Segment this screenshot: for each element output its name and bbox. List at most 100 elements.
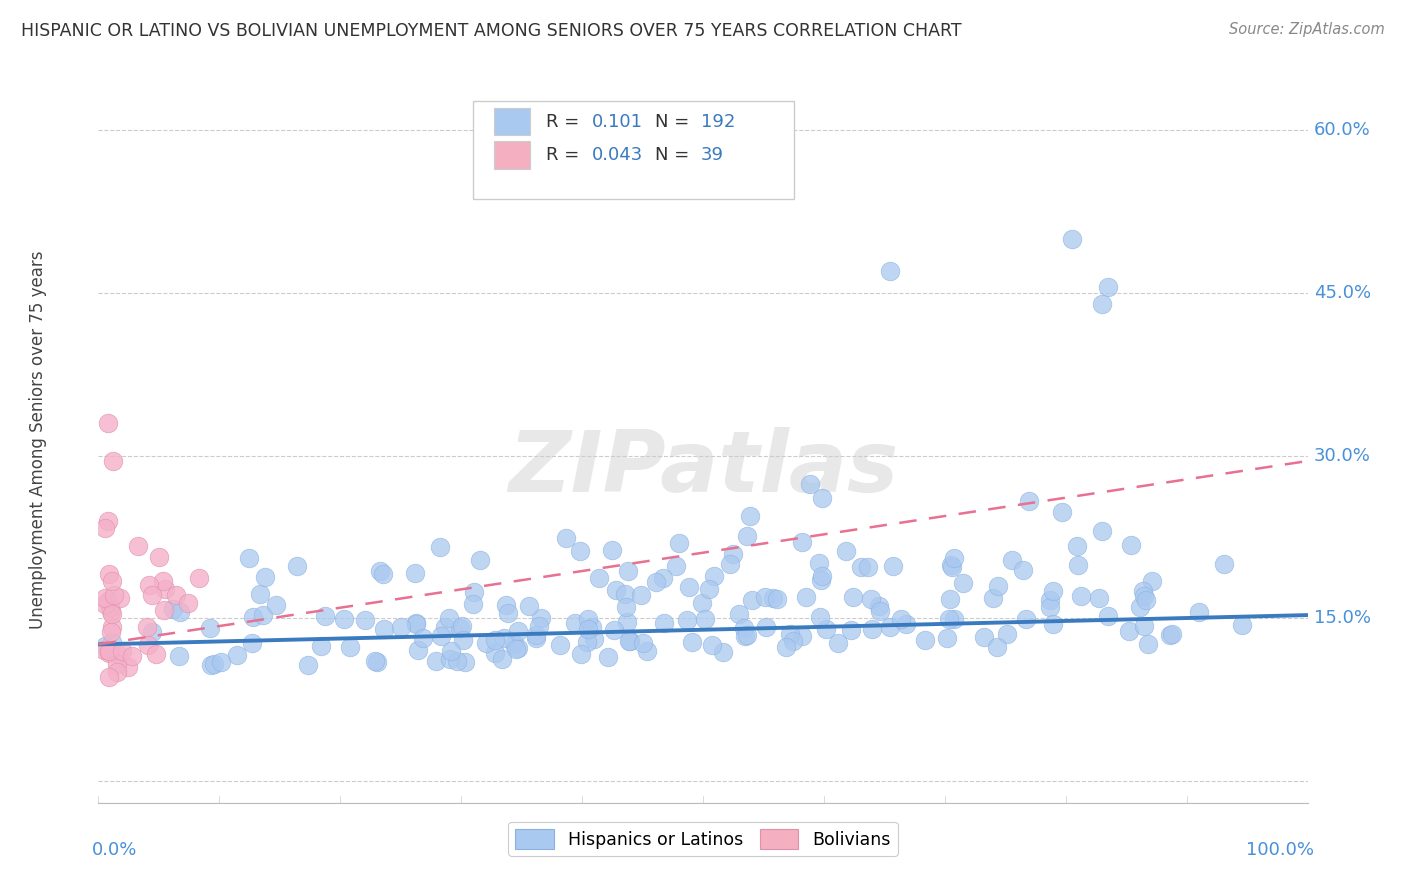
Text: Unemployment Among Seniors over 75 years: Unemployment Among Seniors over 75 years — [30, 250, 46, 629]
Point — [938, 612, 960, 626]
Point — [581, 620, 603, 634]
Point — [605, 583, 627, 598]
Text: ZIPatlas: ZIPatlas — [508, 427, 898, 510]
Point — [152, 603, 174, 617]
Point — [754, 591, 776, 605]
Point — [254, 570, 277, 584]
Point — [98, 567, 121, 582]
Point — [98, 600, 121, 615]
Point — [792, 629, 814, 643]
Point — [858, 560, 880, 574]
Point — [519, 599, 541, 614]
Point — [896, 616, 918, 631]
Point — [1097, 280, 1119, 294]
Point — [430, 629, 453, 643]
Point — [141, 588, 163, 602]
Point — [568, 544, 591, 558]
Point — [1042, 583, 1064, 598]
Point — [169, 605, 191, 619]
Point — [412, 631, 434, 645]
Point — [153, 582, 176, 596]
Point — [741, 593, 763, 607]
Point — [808, 556, 831, 570]
Point — [619, 634, 641, 648]
Point — [766, 591, 789, 606]
Point — [93, 642, 115, 657]
Point — [502, 637, 524, 651]
Point — [527, 619, 550, 633]
Point — [138, 578, 160, 592]
Point — [249, 587, 271, 601]
Point — [1091, 296, 1114, 310]
Point — [1014, 612, 1036, 626]
Point — [496, 607, 519, 621]
Point — [869, 604, 891, 618]
Point — [1070, 589, 1092, 603]
Point — [1087, 591, 1109, 606]
Point — [827, 635, 849, 649]
Point — [794, 590, 817, 604]
Point — [1132, 583, 1154, 598]
Point — [252, 607, 274, 622]
Point — [339, 640, 361, 655]
Point — [226, 648, 249, 662]
Point — [703, 569, 725, 583]
Point — [754, 620, 776, 634]
Text: HISPANIC OR LATINO VS BOLIVIAN UNEMPLOYMENT AMONG SENIORS OVER 75 YEARS CORRELAT: HISPANIC OR LATINO VS BOLIVIAN UNEMPLOYM… — [21, 22, 962, 40]
Point — [576, 612, 599, 626]
Point — [702, 638, 724, 652]
Point — [446, 654, 468, 668]
Point — [136, 639, 159, 653]
Point — [842, 590, 865, 604]
Point — [1129, 600, 1152, 615]
Point — [508, 624, 530, 638]
Point — [1097, 608, 1119, 623]
Point — [506, 640, 529, 655]
Point — [238, 550, 260, 565]
Point — [631, 636, 654, 650]
Point — [264, 598, 287, 612]
Point — [973, 631, 995, 645]
Point — [450, 619, 472, 633]
Point — [491, 651, 513, 665]
Point — [775, 640, 797, 655]
Point — [815, 622, 838, 636]
Point — [1060, 231, 1083, 245]
Point — [616, 615, 638, 629]
Point — [309, 640, 332, 654]
Text: R =: R = — [546, 112, 585, 130]
Point — [681, 635, 703, 649]
Point — [575, 634, 598, 648]
Point — [93, 520, 115, 534]
Point — [734, 629, 756, 643]
Point — [97, 416, 120, 430]
Point — [101, 620, 124, 634]
Point — [368, 565, 391, 579]
Text: 60.0%: 60.0% — [1313, 121, 1371, 139]
Point — [718, 557, 741, 571]
Point — [839, 624, 862, 638]
Text: 15.0%: 15.0% — [1313, 609, 1371, 627]
Point — [810, 573, 832, 587]
Point — [943, 551, 966, 566]
Point — [939, 558, 962, 572]
Point — [1118, 624, 1140, 638]
Point — [1121, 538, 1143, 552]
Point — [555, 531, 578, 545]
Point — [1132, 619, 1154, 633]
Point — [693, 612, 716, 626]
Point — [733, 621, 755, 635]
Point — [101, 454, 124, 468]
Point — [668, 536, 690, 550]
Point — [914, 633, 936, 648]
Point — [987, 579, 1010, 593]
Point — [882, 558, 904, 573]
Point — [879, 264, 901, 278]
Text: 30.0%: 30.0% — [1313, 447, 1371, 465]
Point — [569, 647, 592, 661]
Point — [1066, 539, 1088, 553]
Point — [108, 591, 131, 605]
Point — [364, 654, 387, 668]
Point — [981, 591, 1004, 606]
Point — [1136, 637, 1159, 651]
